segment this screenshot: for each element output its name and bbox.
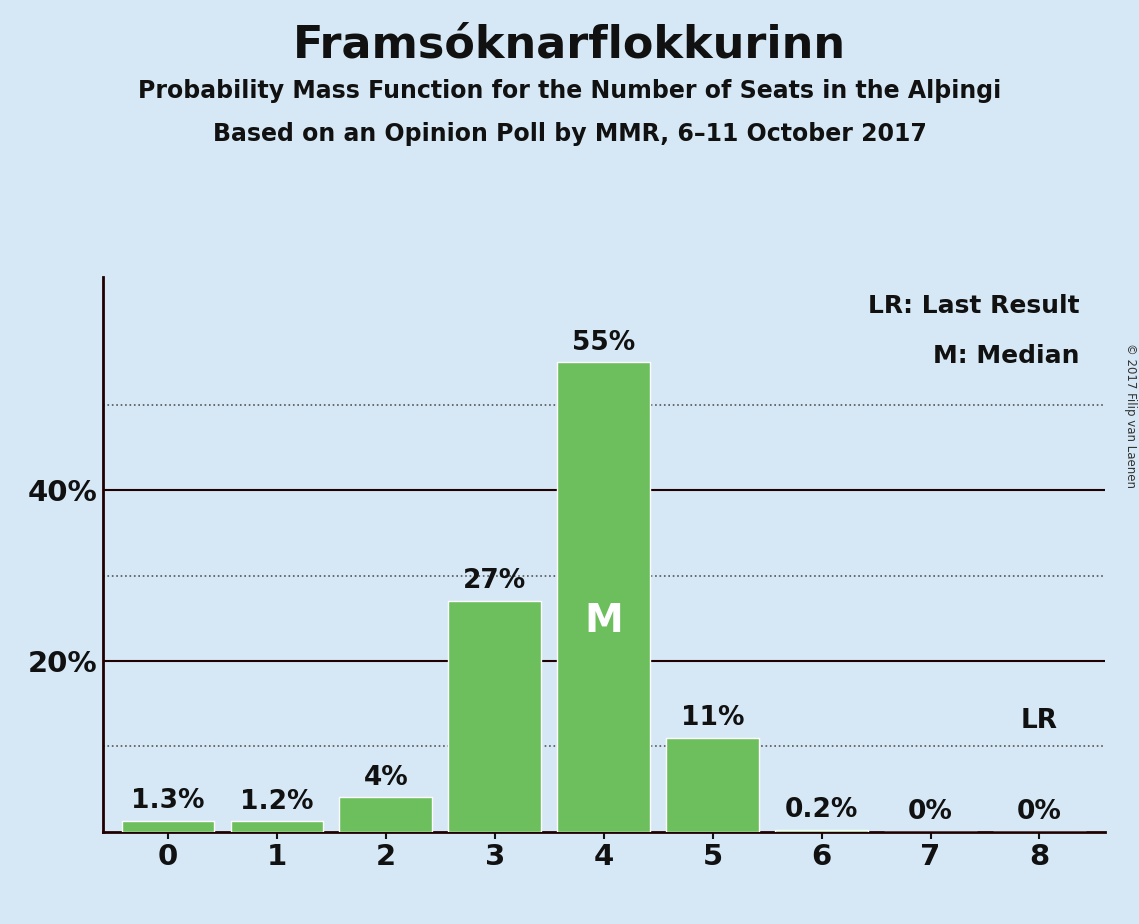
Text: M: M — [584, 602, 623, 639]
Bar — [230, 821, 323, 832]
Bar — [776, 830, 868, 832]
Bar — [449, 602, 541, 832]
Text: M: Median: M: Median — [933, 344, 1080, 368]
Text: Based on an Opinion Poll by MMR, 6–11 October 2017: Based on an Opinion Poll by MMR, 6–11 Oc… — [213, 122, 926, 146]
Bar — [557, 362, 650, 832]
Text: 0%: 0% — [1017, 798, 1062, 825]
Text: 55%: 55% — [572, 330, 636, 356]
Bar — [122, 821, 214, 832]
Text: LR: Last Result: LR: Last Result — [868, 294, 1080, 318]
Text: 1.2%: 1.2% — [240, 788, 313, 815]
Bar — [339, 797, 432, 832]
Text: 27%: 27% — [464, 568, 526, 594]
Text: 1.3%: 1.3% — [131, 787, 205, 814]
Text: Probability Mass Function for the Number of Seats in the Alþingi: Probability Mass Function for the Number… — [138, 79, 1001, 103]
Bar — [666, 737, 759, 832]
Text: Framsóknarflokkurinn: Framsóknarflokkurinn — [293, 23, 846, 67]
Text: 4%: 4% — [363, 765, 408, 791]
Text: 11%: 11% — [681, 705, 745, 731]
Text: 0.2%: 0.2% — [785, 797, 859, 823]
Text: LR: LR — [1021, 708, 1058, 734]
Text: 0%: 0% — [908, 798, 953, 825]
Text: © 2017 Filip van Laenen: © 2017 Filip van Laenen — [1124, 344, 1137, 488]
